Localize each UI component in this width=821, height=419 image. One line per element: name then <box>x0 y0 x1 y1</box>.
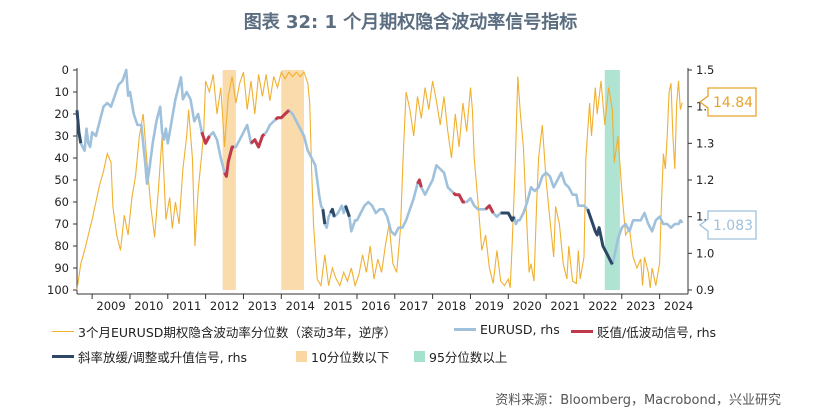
x-tick-label: 2016 <box>361 299 390 313</box>
left-tick-label: 50 <box>54 173 69 187</box>
x-tick-label: 2009 <box>96 299 125 313</box>
left-tick-label: 30 <box>54 129 69 143</box>
signal-0-segment-1 <box>223 145 234 178</box>
x-tick-label: 2017 <box>399 299 428 313</box>
band-1-0 <box>604 70 620 290</box>
signal-1-segment-2 <box>329 207 336 218</box>
percentile-line <box>76 70 683 291</box>
legend-swatch <box>296 351 307 362</box>
legend-swatch <box>571 330 593 333</box>
left-tick-label: 20 <box>54 107 69 121</box>
series-lines <box>75 68 684 291</box>
left-tick-label: 100 <box>47 283 69 297</box>
legend-item: 3个月EURUSD期权隐含波动率分位数（滚动3年，逆序） <box>52 322 396 341</box>
x-tick-label: 2015 <box>323 299 352 313</box>
signal-0-segment-5 <box>452 191 465 204</box>
signal-1-segment-5 <box>586 208 614 266</box>
legend-label: 10分位数以下 <box>311 350 390 365</box>
x-tick-label: 2011 <box>172 299 201 313</box>
eurusd-line <box>75 68 684 266</box>
legend-item: 10分位数以下 <box>296 347 389 366</box>
left-tick-label: 40 <box>54 151 69 165</box>
eurusd-callout-label: 1.083 <box>713 218 753 234</box>
shaded-bands <box>222 70 620 290</box>
x-tick-label: 2020 <box>513 299 542 313</box>
x-tick-label: 2018 <box>437 299 466 313</box>
left-tick-label: 80 <box>54 239 69 253</box>
right-tick-label: 1.0 <box>696 246 714 260</box>
left-tick-label: 60 <box>54 195 69 209</box>
eurusd-callout-box <box>698 210 757 240</box>
signal-1-segment-3 <box>344 205 351 218</box>
legend-item: EURUSD, rhs <box>454 322 560 337</box>
x-tick-label: 2019 <box>475 299 504 313</box>
legend-label: EURUSD, rhs <box>480 322 560 337</box>
left-tick-label: 10 <box>54 85 69 99</box>
right-tick-label: 0.9 <box>696 283 714 297</box>
left-tick-label: 0 <box>62 63 69 77</box>
x-tick-label: 2023 <box>626 299 655 313</box>
legend-label: 贬值/低波动信号, rhs <box>597 325 717 340</box>
x-tick-label: 2024 <box>664 299 693 313</box>
right-tick-label: 1.5 <box>696 63 714 77</box>
signal-1-segment-4 <box>500 211 516 222</box>
x-tick-label: 2022 <box>588 299 617 313</box>
chart-title: 图表 32: 1 个月期权隐含波动率信号指标 <box>243 12 578 33</box>
band-0-0 <box>222 70 236 290</box>
signal-0-segment-6 <box>484 204 495 214</box>
x-tick-label: 2010 <box>134 299 163 313</box>
signal-0-segment-4 <box>416 178 423 188</box>
legend-swatch <box>454 328 476 331</box>
legend-item: 斜率放缓/调整或升值信号, rhs <box>52 347 247 366</box>
left-tick-label: 70 <box>54 217 69 231</box>
right-tick-label: 1.3 <box>696 136 714 150</box>
signal-0-segment-0 <box>200 131 211 145</box>
legend-label: 3个月EURUSD期权隐含波动率分位数（滚动3年，逆序） <box>78 325 397 340</box>
callouts: 14.84 1.083 <box>698 87 757 240</box>
signal-0-segment-2 <box>249 133 266 149</box>
signal-1-segment-1 <box>321 209 327 225</box>
source-note: 资料来源：Bloomberg，Macrobond，兴业研究 <box>495 393 781 408</box>
legend-swatch <box>52 331 74 332</box>
legend-item: 95分位数以上 <box>414 347 507 366</box>
signal-1-segment-0 <box>75 110 83 144</box>
legend-swatch <box>52 355 74 358</box>
axes: 01020304050607080901000.91.01.11.21.31.4… <box>47 63 714 313</box>
left-tick-label: 90 <box>54 261 69 275</box>
legend-item: 贬值/低波动信号, rhs <box>571 322 716 341</box>
legend-label: 斜率放缓/调整或升值信号, rhs <box>78 350 248 365</box>
x-tick-label: 2014 <box>286 299 315 313</box>
legend-swatch <box>414 351 425 362</box>
percentile-callout-box <box>698 87 757 117</box>
percentile-callout-label: 14.84 <box>713 95 753 111</box>
x-tick-label: 2013 <box>248 299 277 313</box>
right-tick-label: 1.2 <box>696 173 714 187</box>
signal-0-segment-3 <box>274 109 290 121</box>
x-tick-label: 2012 <box>210 299 239 313</box>
legend-label: 95分位数以上 <box>429 350 508 365</box>
x-tick-label: 2021 <box>550 299 579 313</box>
band-0-1 <box>281 70 304 290</box>
